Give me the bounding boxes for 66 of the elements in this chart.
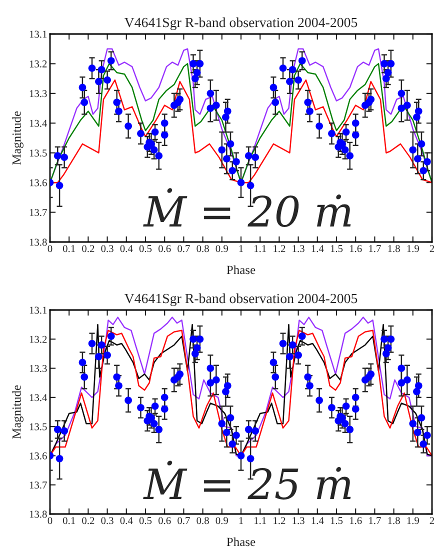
x-tick-label: 0.2 [82,517,94,524]
x-tick-label: 1.4 [312,245,324,252]
x-tick-label: 1.5 [330,517,343,524]
x-tick-label: 0.2 [82,245,94,252]
x-tick-label: 0.1 [62,245,75,252]
chart-title: V4641Sgr R-band observation 2004-2005 [124,17,358,30]
x-tick-label: 2 [430,245,434,252]
x-tick-label: 1.2 [274,245,286,252]
y-tick-label: 13.7 [30,209,47,216]
x-tick-label: 2 [430,517,434,524]
x-tick-label: 0.3 [101,245,114,252]
x-tick-label: 1.6 [350,245,362,252]
x-tick-label: 1.7 [369,245,381,252]
y-tick-label: 13.4 [30,394,48,402]
y-tick-label: 13.4 [30,120,48,127]
x-tick-label: 0.9 [216,245,228,252]
y-tick-label: 13.8 [30,238,47,246]
y-tick-label: 13.1 [30,30,47,38]
y-tick-label: 13.8 [30,510,47,518]
x-tick-label: 0.5 [139,245,152,252]
x-tick-label: 1.2 [274,517,286,524]
x-tick-label: 1.8 [388,245,400,252]
annotation: Ṁ = 20 ṁ [143,188,351,228]
y-tick-label: 13.2 [30,336,47,343]
x-tick-label: 0.4 [120,517,133,524]
y-tick-label: 13.1 [30,306,47,314]
x-tick-label: 1.1 [254,517,266,524]
annotation: Ṁ = 25 ṁ [143,460,351,500]
x-tick-label: 1 [239,245,243,252]
x-tick-label: 0.6 [158,517,171,524]
x-tick-label: 0.5 [139,517,152,524]
y-tick-label: 13.6 [30,452,47,460]
x-tick-label: 1.9 [407,517,419,524]
x-tick-label: 1.1 [254,245,266,252]
y-tick-label: 13.3 [30,90,47,98]
x-axis-title: Phase [226,265,256,274]
x-tick-label: 0.7 [178,517,190,524]
x-tick-label: 0.8 [196,245,209,252]
y-axis-title: Magnitude [12,385,24,439]
x-tick-label: 1.5 [330,245,343,252]
x-tick-label: 1 [239,517,243,524]
x-tick-label: 1.6 [350,517,362,524]
y-tick-label: 13.7 [30,482,47,489]
y-tick-label: 13.5 [30,150,47,157]
y-tick-label: 13.5 [30,423,47,430]
x-axis-title: Phase [226,537,256,546]
y-tick-label: 13.3 [30,365,47,372]
x-tick-label: 1.7 [369,517,381,524]
y-tick-label: 13.2 [30,60,47,68]
x-tick-label: 0.9 [216,517,228,524]
x-tick-label: 1.4 [312,517,324,524]
y-axis-title: Magnitude [12,111,24,165]
x-tick-label: 0.8 [196,517,209,524]
x-tick-label: 1.8 [388,517,400,524]
x-tick-label: 1.9 [407,245,419,252]
y-tick-label: 13.6 [30,179,47,186]
x-tick-label: 0.4 [120,245,133,252]
chart-title: V4641Sgr R-band observation 2004-2005 [124,293,358,306]
x-tick-label: 1.3 [292,245,304,252]
x-tick-label: 0.7 [178,245,190,252]
x-tick-label: 1.3 [292,517,304,524]
x-tick-label: 0 [48,245,52,252]
x-tick-label: 0.6 [158,245,171,252]
x-tick-label: 0.1 [62,517,75,524]
x-tick-label: 0 [48,517,52,524]
x-tick-label: 0.3 [101,517,114,524]
